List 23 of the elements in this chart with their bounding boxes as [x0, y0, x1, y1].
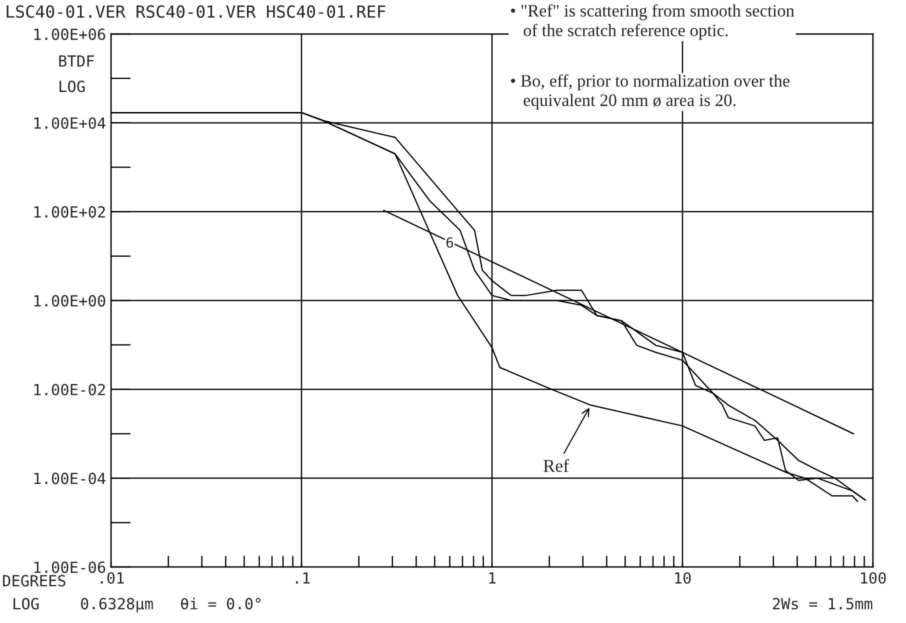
annotation: 6 — [446, 237, 454, 248]
x-axis-title: DEGREES — [3, 574, 66, 586]
annotation: • "Ref" is scattering from smooth section of the scratch reference optic. — [510, 4, 794, 40]
annotation: • Bo, eff, prior to normalization over the equivalent 20 mm ø area is 20. — [510, 74, 790, 110]
x-tick-label: .01 — [100, 572, 124, 584]
x-tick-label: 10 — [675, 572, 691, 584]
y-tick-label: 1.00E+02 — [34, 206, 105, 218]
y-tick-label: 1.00E-06 — [34, 562, 106, 574]
text: LOG — [14, 598, 39, 610]
x-tick-label: 1 — [489, 572, 496, 584]
text: θi = 0.0° — [181, 598, 261, 610]
x-tick-label: .1 — [296, 572, 310, 584]
y-tick-label: 1.00E+04 — [34, 117, 106, 129]
text: 0.6328µm — [80, 598, 153, 612]
text: 2Ws = 1.5mm — [772, 598, 872, 610]
x-tick-label: 100 — [861, 572, 886, 584]
y-tick-label: 1.00E+00 — [34, 295, 106, 307]
y-tick-label: 1.00E+06 — [34, 28, 106, 40]
y-axis-title: BTDF LOG — [59, 55, 94, 92]
chart-title: LSC40-01.VER RSC40-01.VER HSC40-01.REF — [6, 5, 386, 18]
y-tick-label: 1.00E-02 — [34, 384, 105, 396]
y-tick-label: 1.00E-04 — [34, 472, 106, 484]
annotation: Ref — [544, 459, 570, 472]
